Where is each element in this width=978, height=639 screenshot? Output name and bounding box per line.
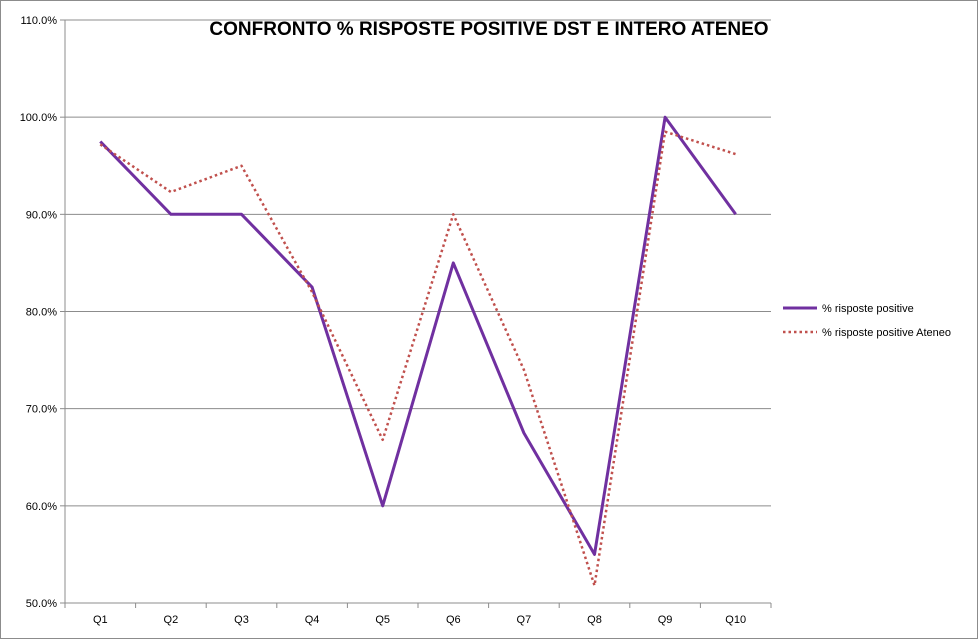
x-tick-label: Q1	[93, 614, 108, 626]
chart-title: CONFRONTO % RISPOSTE POSITIVE DST E INTE…	[209, 19, 768, 40]
x-tick-label: Q5	[375, 614, 390, 626]
x-tick-label: Q9	[658, 614, 673, 626]
data-series	[99, 115, 737, 587]
gridlines	[65, 19, 771, 604]
y-tick-label: 50.0%	[26, 598, 57, 610]
y-tick-label: 70.0%	[26, 404, 57, 416]
y-axis-tick-labels: 50.0% 60.0% 70.0% 80.0% 90.0% 100.0% 110.0%	[20, 15, 58, 610]
y-tick-label: 110.0%	[21, 15, 58, 27]
legend-label: % risposte positive	[822, 303, 914, 315]
x-tick-label: Q2	[164, 614, 179, 626]
legend-label: % risposte positive Ateneo	[822, 327, 951, 339]
series-line-risposte-positive-ateneo	[99, 130, 737, 587]
x-tick-label: Q10	[725, 614, 746, 626]
axes	[60, 19, 772, 608]
x-tick-label: Q8	[587, 614, 602, 626]
y-tick-label: 100.0%	[20, 112, 58, 124]
y-tick-label: 60.0%	[26, 501, 57, 513]
x-axis-tick-labels: Q1 Q2 Q3 Q4 Q5 Q6 Q7 Q8 Q9 Q10	[93, 614, 746, 626]
series-line-risposte-positive	[99, 115, 737, 556]
x-tick-label: Q3	[234, 614, 249, 626]
y-tick-label: 80.0%	[26, 307, 57, 319]
x-tick-label: Q6	[446, 614, 461, 626]
x-tick-label: Q4	[305, 614, 320, 626]
legend: % risposte positive % risposte positive A…	[783, 303, 951, 339]
x-tick-label: Q7	[517, 614, 532, 626]
y-tick-label: 90.0%	[26, 209, 57, 221]
